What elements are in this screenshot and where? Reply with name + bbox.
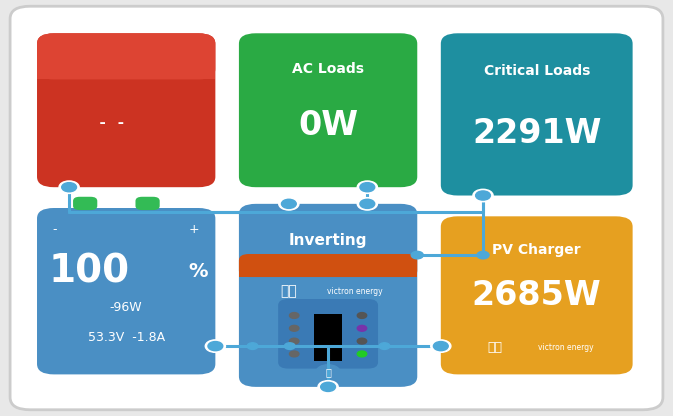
Circle shape — [379, 343, 390, 349]
Circle shape — [281, 199, 296, 208]
Text: PV Charger: PV Charger — [493, 243, 581, 257]
Circle shape — [357, 312, 367, 318]
FancyBboxPatch shape — [239, 204, 417, 387]
Circle shape — [360, 183, 375, 192]
Circle shape — [477, 251, 489, 259]
Text: ᲈᲈ: ᲈᲈ — [281, 285, 297, 299]
Circle shape — [289, 338, 299, 344]
FancyBboxPatch shape — [239, 264, 417, 277]
FancyBboxPatch shape — [10, 6, 663, 410]
Text: AC Loads: AC Loads — [292, 62, 364, 76]
FancyBboxPatch shape — [278, 299, 378, 369]
Circle shape — [357, 198, 378, 210]
Text: - -: - - — [98, 115, 126, 130]
Circle shape — [411, 251, 423, 259]
Circle shape — [289, 312, 299, 318]
Text: 2685W: 2685W — [472, 279, 602, 312]
Text: victron energy: victron energy — [327, 287, 383, 296]
Circle shape — [289, 351, 299, 357]
Circle shape — [476, 191, 491, 200]
FancyBboxPatch shape — [239, 254, 417, 277]
Circle shape — [318, 381, 338, 393]
FancyBboxPatch shape — [37, 33, 215, 79]
Circle shape — [208, 342, 223, 351]
FancyBboxPatch shape — [37, 56, 215, 79]
Circle shape — [360, 199, 375, 208]
Text: -96W: -96W — [110, 301, 143, 314]
Text: %: % — [188, 262, 208, 281]
Circle shape — [357, 325, 367, 331]
Circle shape — [431, 340, 451, 352]
Circle shape — [285, 343, 295, 349]
Circle shape — [357, 338, 367, 344]
Text: 0W: 0W — [298, 109, 358, 142]
Circle shape — [357, 351, 367, 357]
Circle shape — [247, 343, 258, 349]
Circle shape — [473, 189, 493, 202]
FancyBboxPatch shape — [73, 197, 98, 210]
Circle shape — [289, 325, 299, 331]
Text: ᲈᲈ: ᲈᲈ — [487, 341, 502, 354]
Text: ⏻: ⏻ — [325, 367, 331, 377]
Circle shape — [316, 365, 340, 380]
Text: Inverting: Inverting — [289, 233, 367, 248]
FancyBboxPatch shape — [239, 33, 417, 187]
FancyBboxPatch shape — [37, 33, 215, 187]
Circle shape — [62, 183, 77, 192]
FancyBboxPatch shape — [239, 264, 417, 277]
Circle shape — [279, 198, 299, 210]
Circle shape — [59, 181, 79, 193]
Text: 53.3V  -1.8A: 53.3V -1.8A — [87, 331, 165, 344]
FancyBboxPatch shape — [441, 216, 633, 374]
Circle shape — [433, 342, 448, 351]
Text: Critical Loads: Critical Loads — [483, 64, 590, 78]
Text: victron energy: victron energy — [538, 343, 594, 352]
Circle shape — [357, 181, 378, 193]
FancyBboxPatch shape — [135, 197, 160, 210]
FancyBboxPatch shape — [37, 208, 215, 374]
Circle shape — [205, 340, 225, 352]
Text: 2291W: 2291W — [472, 117, 602, 150]
FancyBboxPatch shape — [314, 314, 343, 361]
FancyBboxPatch shape — [441, 33, 633, 196]
Text: 100: 100 — [48, 252, 130, 290]
Text: +: + — [188, 223, 199, 236]
Circle shape — [320, 382, 335, 391]
Text: -: - — [52, 223, 57, 236]
